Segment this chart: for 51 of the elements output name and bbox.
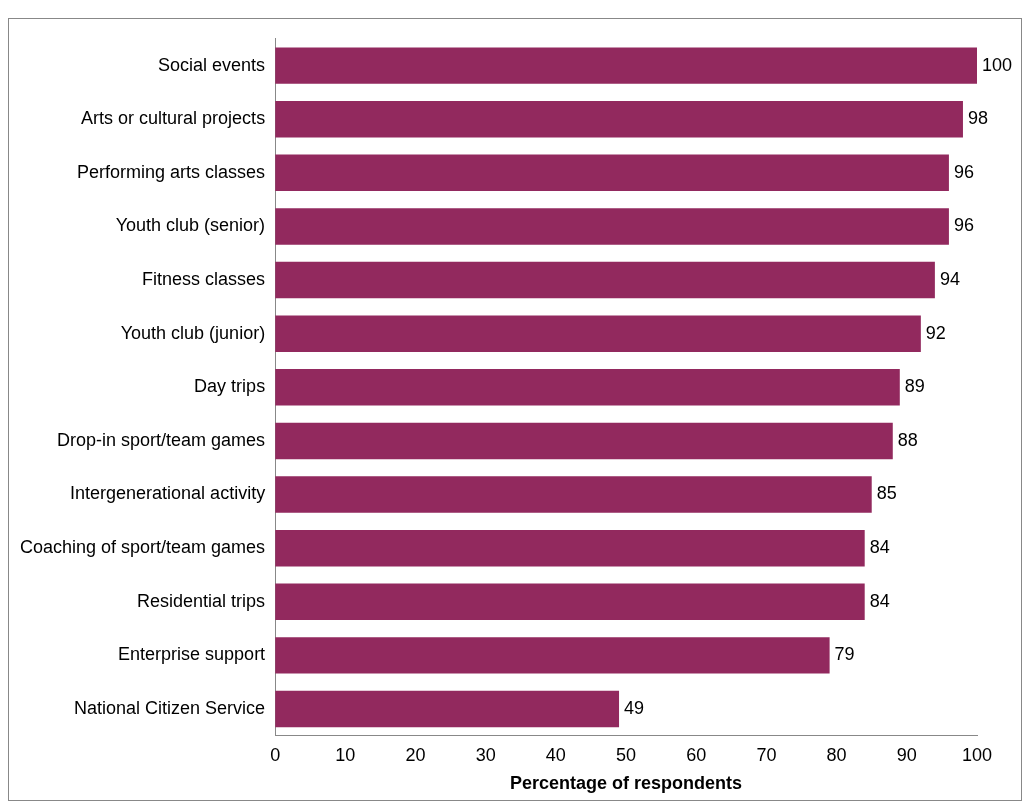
x-tick-label: 30 (475, 744, 496, 765)
y-tick-label: Youth club (senior) (115, 215, 266, 236)
x-tick-label: 50 (616, 744, 637, 765)
bar (275, 583, 865, 620)
x-tick-label: 40 (545, 744, 566, 765)
y-tick-label: Arts or cultural projects (81, 108, 266, 129)
x-axis-title: Percentage of respondents (510, 773, 743, 794)
y-tick-label: Residential trips (137, 590, 266, 611)
data-label: 85 (876, 483, 897, 504)
bar (275, 476, 872, 513)
data-label: 94 (939, 269, 960, 290)
data-label: 100 (982, 54, 1013, 75)
y-tick-label: Fitness classes (142, 269, 266, 290)
x-tick-label: 80 (826, 744, 847, 765)
bar (275, 315, 921, 352)
y-tick-label: National Citizen Service (74, 697, 266, 718)
data-label: 84 (869, 537, 890, 558)
y-tick-label: Coaching of sport/team games (19, 537, 266, 558)
bar (275, 690, 620, 728)
y-tick-label: Youth club (junior) (120, 322, 266, 343)
data-label: 84 (869, 590, 890, 611)
data-label: 79 (834, 644, 855, 665)
bar (275, 154, 949, 192)
bar (275, 47, 977, 84)
x-tick-label: 60 (686, 744, 707, 765)
y-tick-label: Performing arts classes (77, 161, 266, 182)
x-tick-label: 0 (270, 744, 281, 765)
x-tick-label: 10 (335, 744, 356, 765)
x-tick-label: 90 (896, 744, 917, 765)
data-label: 88 (897, 429, 918, 450)
bar (275, 422, 893, 460)
y-tick-label: Intergenerational activity (70, 483, 266, 504)
x-tick-label: 100 (961, 744, 993, 765)
y-tick-label: Enterprise support (118, 644, 266, 665)
x-tick-label: 20 (405, 744, 426, 765)
x-tick-label: 70 (756, 744, 777, 765)
bar (275, 208, 949, 245)
bar (275, 100, 963, 138)
data-label: 98 (967, 108, 988, 129)
data-label: 89 (904, 376, 925, 397)
bar (275, 261, 935, 299)
data-label: 92 (925, 322, 946, 343)
data-label: 49 (624, 697, 645, 718)
y-tick-label: Social events (158, 54, 266, 75)
bar (275, 369, 900, 406)
y-tick-label: Day trips (194, 376, 266, 397)
bar (275, 637, 830, 674)
data-label: 96 (953, 161, 974, 182)
bar (275, 529, 865, 567)
data-label: 96 (953, 215, 974, 236)
y-tick-label: Drop-in sport/team games (57, 429, 266, 450)
